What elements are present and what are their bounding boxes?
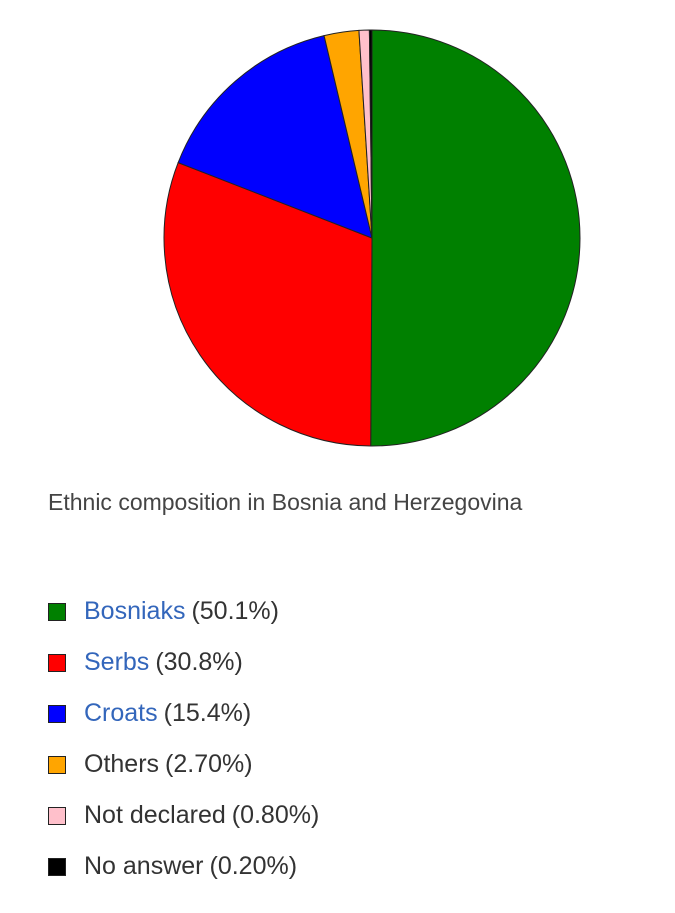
- legend-percent: (15.4%): [163, 699, 252, 727]
- legend-item-bosniaks: Bosniaks (50.1%): [48, 586, 319, 637]
- legend-swatch: [48, 857, 66, 876]
- legend-link[interactable]: Croats: [84, 699, 158, 727]
- legend-label: Others: [84, 750, 160, 778]
- chart-caption: Ethnic composition in Bosnia and Herzego…: [48, 489, 523, 515]
- legend-item-no-answer: No answer (0.20%): [48, 841, 319, 892]
- legend-swatch: [48, 653, 66, 672]
- legend-link[interactable]: Serbs: [84, 648, 150, 676]
- legend-percent: (0.80%): [231, 801, 320, 829]
- legend-swatch: [48, 704, 66, 723]
- legend-item-croats: Croats (15.4%): [48, 688, 319, 739]
- legend-swatch: [48, 806, 66, 825]
- legend-label: No answer: [84, 852, 204, 880]
- legend-percent: (2.70%): [165, 750, 253, 778]
- legend-swatch: [48, 755, 66, 774]
- pie-slice-serbs: [163, 161, 373, 447]
- legend-percent: (50.1%): [191, 597, 279, 625]
- pie-slice-bosniaks: [370, 29, 581, 447]
- pie-chart: [163, 29, 581, 447]
- pie-slice-croats: [177, 34, 373, 239]
- legend: Bosniaks (50.1%) Serbs (30.8%) Croats (15.4%)…: [48, 586, 319, 892]
- pie-slice-no-answer: [368, 29, 373, 239]
- legend-percent: (0.20%): [209, 852, 298, 880]
- legend-link[interactable]: Bosniaks: [84, 597, 186, 625]
- legend-item-serbs: Serbs (30.8%): [48, 637, 319, 688]
- legend-percent: (30.8%): [155, 648, 243, 676]
- legend-item-not-declared: Not declared (0.80%): [48, 790, 319, 841]
- pie-chart-container: [150, 20, 610, 460]
- legend-swatch: [48, 602, 66, 621]
- legend-label: Not declared: [84, 801, 226, 829]
- legend-item-others: Others (2.70%): [48, 739, 319, 790]
